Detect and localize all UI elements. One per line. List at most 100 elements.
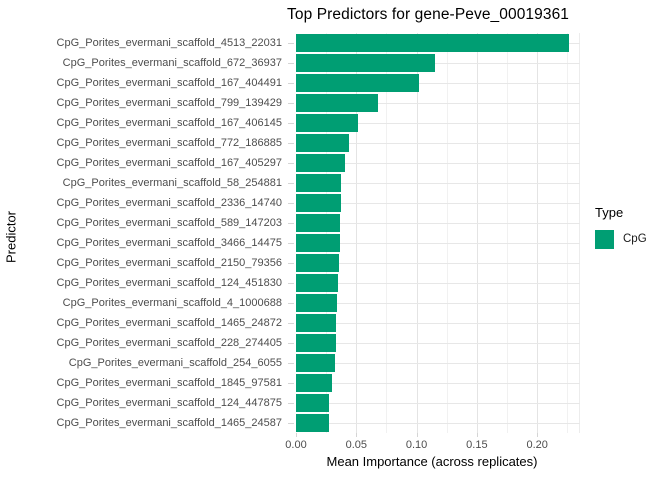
x-minor-gridline [567,33,569,433]
x-tick-label: 0.15 [466,439,488,451]
y-axis-label: CpG_Porites_evermani_scaffold_254_6055 [68,357,282,369]
bar [296,254,340,272]
y-tick-mark [288,303,294,304]
bar [296,54,435,72]
y-tick-mark [288,383,294,384]
bar [296,334,337,352]
y-major-gridline [296,263,580,264]
y-axis-label: CpG_Porites_evermani_scaffold_2336_14740 [56,197,282,209]
legend-entry-label: CpG [623,233,647,245]
y-axis-label: CpG_Porites_evermani_scaffold_2150_79356 [56,257,282,269]
y-tick-mark [288,103,294,104]
y-tick-mark [288,223,294,224]
y-major-gridline [296,403,580,404]
y-major-gridline [296,143,580,144]
y-major-gridline [296,303,580,304]
bar [296,294,337,312]
y-axis-label: CpG_Porites_evermani_scaffold_3466_14475 [56,237,282,249]
x-tick-mark [416,433,418,437]
y-major-gridline [296,383,580,384]
x-minor-gridline [386,33,388,433]
chart-title: Top Predictors for gene-Peve_00019361 [287,6,570,23]
x-tick-mark [356,433,358,437]
y-axis-label: CpG_Porites_evermani_scaffold_167_404491 [56,77,282,89]
x-major-gridline [537,33,539,433]
y-tick-mark [288,323,294,324]
legend: Type CpG [595,205,647,249]
bar [296,74,419,92]
x-minor-gridline [446,33,448,433]
y-axis-label: CpG_Porites_evermani_scaffold_589_147203 [56,217,282,229]
x-minor-gridline [507,33,508,433]
x-tick-label: 0.00 [285,439,307,451]
y-tick-mark [288,63,294,64]
x-axis-title: Mean Importance (across replicates) [326,454,538,469]
x-tick-mark [296,433,297,437]
bar [296,34,569,52]
y-major-gridline [296,283,580,284]
y-tick-mark [288,163,294,164]
y-major-gridline [296,83,580,84]
bar [296,414,330,432]
y-tick-mark [288,43,294,44]
y-axis-label: CpG_Porites_evermani_scaffold_4513_22031 [56,37,282,49]
bar [296,194,342,212]
y-axis-label: CpG_Porites_evermani_scaffold_228_274405 [56,337,282,349]
bar [296,314,337,332]
y-major-gridline [296,63,580,64]
bar [296,394,330,412]
y-axis-label: CpG_Porites_evermani_scaffold_672_36937 [62,57,282,69]
y-axis-label: CpG_Porites_evermani_scaffold_1845_97581 [56,377,282,389]
y-tick-mark [288,83,294,84]
y-major-gridline [296,323,580,324]
bar [296,154,346,172]
y-major-gridline [296,203,580,204]
y-axis-label: CpG_Porites_evermani_scaffold_772_186885 [56,137,282,149]
plot-panel [296,33,580,433]
x-tick-label: 0.05 [345,439,367,451]
y-axis-label: CpG_Porites_evermani_scaffold_58_254881 [62,177,282,189]
y-tick-mark [288,183,294,184]
y-major-gridline [296,123,580,124]
x-tick-label: 0.20 [526,439,548,451]
y-tick-mark [288,283,294,284]
legend-entry: CpG [595,230,647,249]
x-major-gridline [416,33,418,433]
y-tick-mark [288,403,294,404]
legend-title: Type [595,205,624,220]
y-axis-label: CpG_Porites_evermani_scaffold_799_139429 [56,97,282,109]
bar [296,354,335,372]
y-major-gridline [296,423,580,424]
x-tick-label: 0.10 [405,439,428,451]
y-tick-mark [288,343,294,344]
y-tick-mark [288,243,294,244]
y-major-gridline [296,183,580,184]
y-tick-mark [288,123,294,124]
x-tick-mark [476,433,478,437]
bar [296,174,342,192]
bar [296,234,340,252]
y-axis-label: CpG_Porites_evermani_scaffold_167_406145 [56,117,282,129]
y-tick-mark [288,363,294,364]
x-major-gridline [476,33,478,433]
y-major-gridline [296,103,580,104]
y-axis-label: CpG_Porites_evermani_scaffold_124_447875 [56,397,282,409]
y-axis-label: CpG_Porites_evermani_scaffold_1465_24872 [56,317,282,329]
x-tick-mark [537,433,539,437]
y-major-gridline [296,223,580,224]
y-tick-mark [288,423,294,424]
x-minor-gridline [326,33,328,433]
y-tick-mark [288,263,294,264]
y-axis-label: CpG_Porites_evermani_scaffold_124_451830 [56,277,282,289]
y-axis-label: CpG_Porites_evermani_scaffold_1465_24587 [56,417,282,429]
bar [296,114,358,132]
y-major-gridline [296,163,580,164]
bar [296,214,341,232]
y-tick-mark [288,143,294,144]
y-axis-label: CpG_Porites_evermani_scaffold_167_405297 [56,157,282,169]
y-axis-label: CpG_Porites_evermani_scaffold_4_1000688 [62,297,282,309]
y-major-gridline [296,343,580,344]
panel-right-edge-gridline [579,33,580,433]
x-major-gridline [356,33,358,433]
y-major-gridline [296,243,580,244]
